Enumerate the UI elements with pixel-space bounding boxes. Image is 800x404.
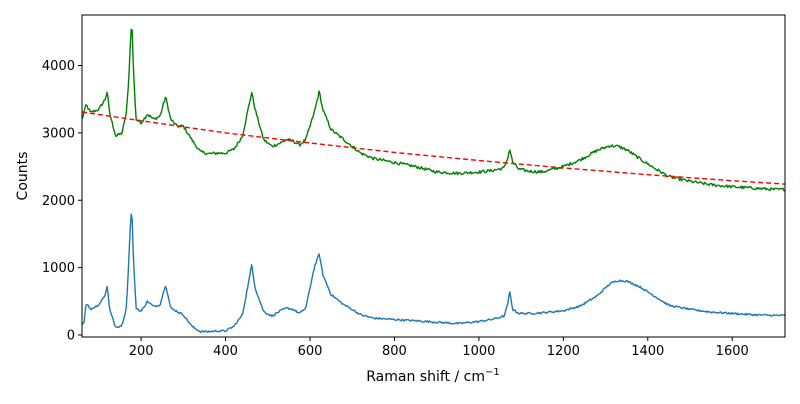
y-tick-label: 1000: [42, 261, 75, 276]
y-tick-label: 2000: [42, 194, 75, 209]
x-tick-label: 1000: [462, 344, 495, 359]
x-tick-label: 200: [129, 344, 154, 359]
y-tick-label: 3000: [42, 126, 75, 141]
series-line-0: [82, 28, 785, 192]
x-axis-label-text: Raman shift / cm: [366, 369, 485, 385]
y-axis: 0 1000 2000 3000 4000: [42, 59, 82, 343]
x-axis: 200 400 600 800 1000 1200 1400 1600: [129, 337, 749, 359]
series-line-1: [82, 111, 785, 185]
x-tick-label: 600: [298, 344, 323, 359]
series-layer: [82, 28, 785, 334]
y-tick-label: 0: [67, 328, 75, 343]
x-tick-label: 1600: [716, 344, 749, 359]
series-line-2: [82, 213, 785, 334]
plot-frame: [81, 14, 786, 338]
y-axis-label: Counts: [15, 152, 31, 201]
x-axis-label: Raman shift / cm−1: [366, 367, 499, 385]
y-tick-label: 4000: [42, 59, 75, 74]
x-tick-label: 1200: [547, 344, 580, 359]
x-axis-label-exponent: −1: [485, 367, 500, 378]
x-tick-label: 1400: [631, 344, 664, 359]
x-tick-label: 400: [213, 344, 238, 359]
x-tick-label: 800: [382, 344, 407, 359]
